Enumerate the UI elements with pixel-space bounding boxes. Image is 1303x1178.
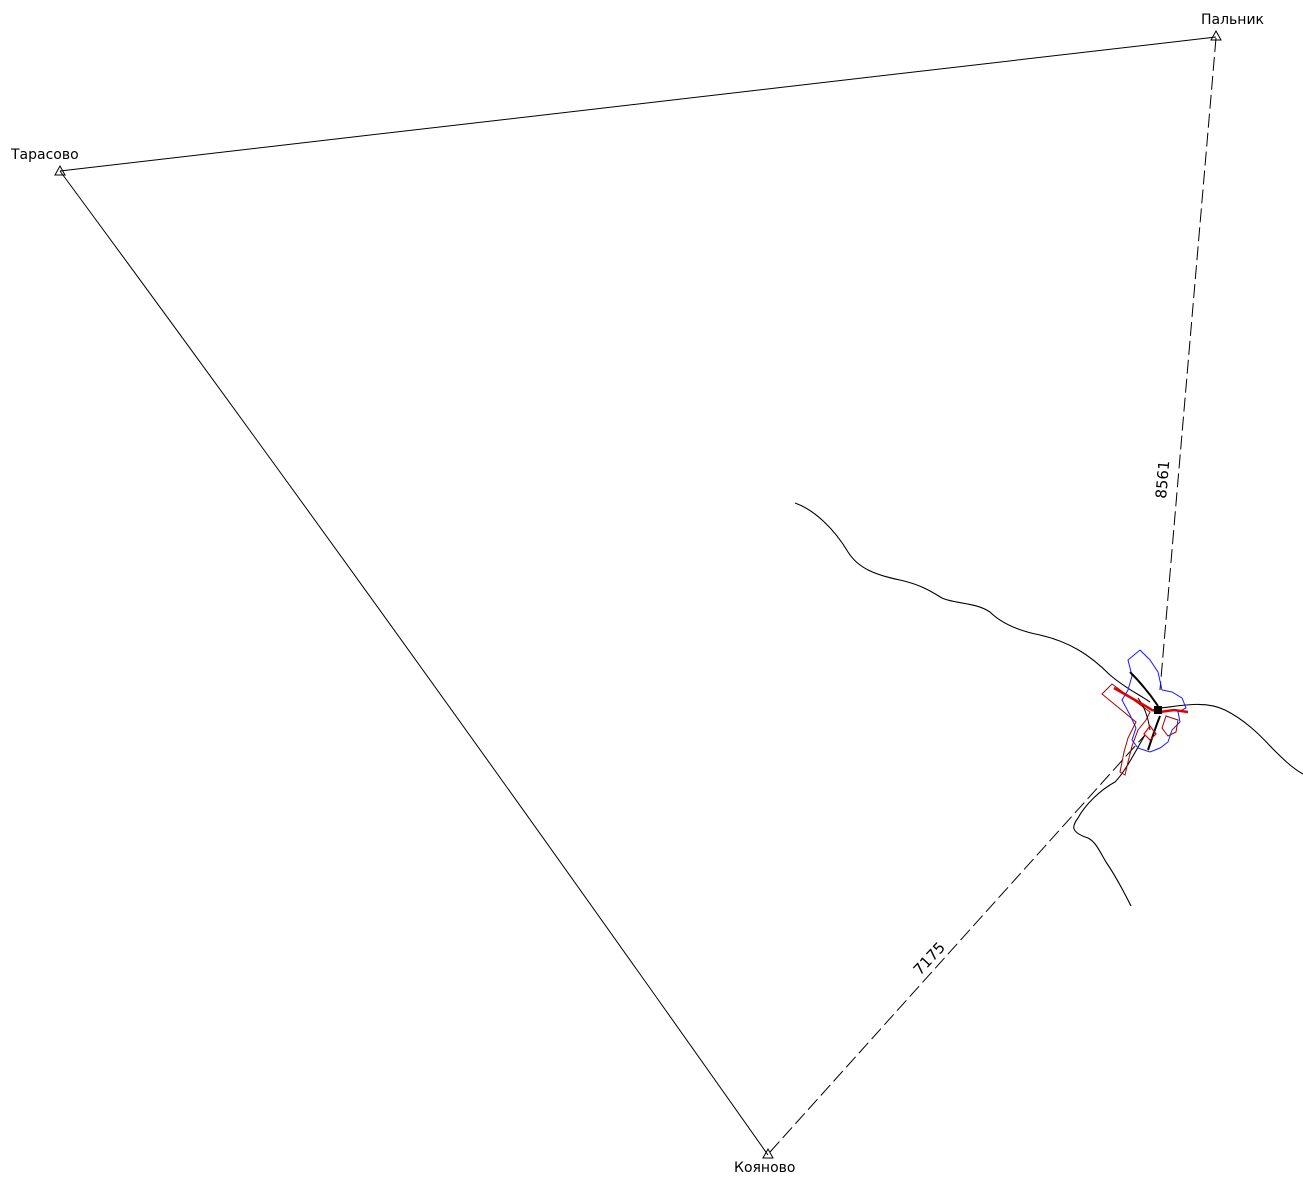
object-boundary-blue [1121,649,1187,753]
station-marker-koyanovo [762,1147,774,1159]
object-small-outline [1161,715,1179,737]
dashed-line-palnik-object [1159,37,1217,691]
river-line-east [1159,703,1303,775]
road-curve-south [1147,715,1161,751]
river-line-south [1073,734,1146,907]
distance-label-koyanovo: 7175 [910,939,949,979]
road-curve-north [1129,671,1159,707]
station-marker-palnik [1210,29,1222,41]
station-label-tarasovo: Тарасово [10,147,79,163]
object-boundary-darkred [1101,683,1151,776]
side-tarasovo-palnik [59,36,1217,172]
dashed-line-koyanovo-object [769,734,1146,1153]
station-label-koyanovo: Кояново [734,1160,795,1176]
object-area [1101,649,1189,776]
distance-lines [769,37,1217,1153]
river-line-northwest [794,502,1151,703]
station-label-palnik: Пальник [1201,12,1264,28]
station-marker-tarasovo [54,164,66,176]
triangulation-network [59,36,1217,1156]
object-center-marker [1154,706,1162,714]
river-lines [794,502,1303,907]
station-markers [54,29,1222,1159]
side-tarasovo-koyanovo [59,170,769,1156]
route-highlight-red [1113,686,1189,714]
route-highlight-red-branch [1143,725,1157,741]
distance-label-palnik: 8561 [1152,460,1173,500]
